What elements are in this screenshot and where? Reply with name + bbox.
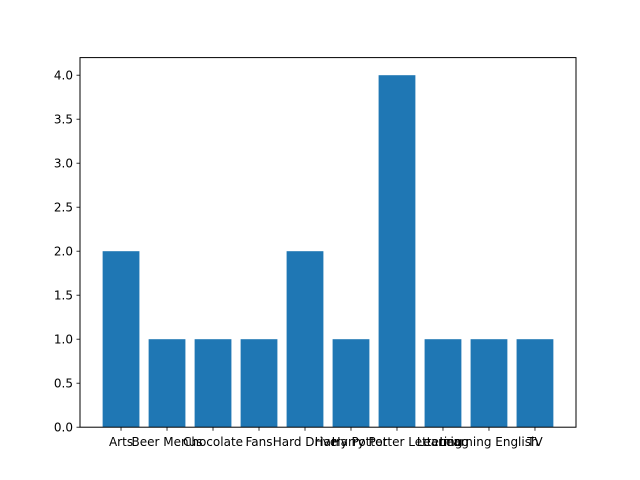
y-tick-label-5: 2.5 [54,201,73,215]
plot-frame [79,57,577,428]
x-tick-label-8: Learning English [439,435,538,449]
bar-1 [148,339,186,428]
x-tick-label-5: Harry Potter [315,435,388,449]
bar-8 [470,339,508,428]
bar-6 [378,75,416,428]
bars-group [102,75,554,428]
y-tick-label-6: 3.0 [54,157,73,171]
y-tick-label-7: 3.5 [54,113,73,127]
bar-2 [194,339,232,428]
y-tick-label-0: 0.0 [54,421,73,435]
y-tick-label-1: 0.5 [54,377,73,391]
y-tick-label-2: 1.0 [54,333,73,347]
y-tick-label-3: 1.5 [54,289,73,303]
x-tick-label-7: Learning [417,435,469,449]
x-tick-label-4: Hard Drive [273,435,338,449]
x-tick-label-0: Arts [109,435,133,449]
bar-9 [516,339,554,428]
bar-0 [102,251,140,428]
bar-5 [332,339,370,428]
x-tick-label-3: Fans [246,435,273,449]
y-axis: 0.0 0.5 1.0 1.5 2.0 2.5 3.0 3.5 4.0 [54,69,80,435]
bar-4 [286,251,324,428]
x-tick-label-2: Chocolate [183,435,243,449]
y-tick-label-4: 2.0 [54,245,73,259]
x-tick-label-9: TV [526,435,543,449]
x-tick-label-1: Beer Menus [132,435,203,449]
bar-3 [240,339,278,428]
x-tick-label-6: Harry Potter Lettering [332,435,463,449]
bar-7 [424,339,462,428]
y-tick-label-8: 4.0 [54,69,73,83]
